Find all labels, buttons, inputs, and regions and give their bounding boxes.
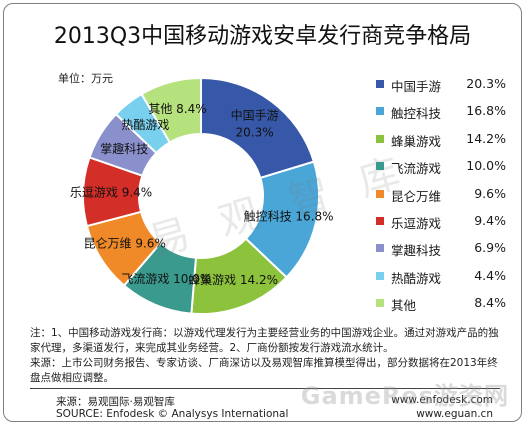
- legend-value: 20.3%: [466, 76, 506, 91]
- legend-name: 掌趣科技: [391, 243, 442, 259]
- legend-item: 乐逗游戏 9.4%: [376, 213, 516, 240]
- legend-item: 触控科技 16.8%: [376, 103, 516, 130]
- slice-label: 飞流游戏 10.0%: [121, 272, 211, 286]
- slice-label: 乐逗游戏 9.4%: [70, 186, 152, 200]
- slice-label: 热酷游戏: [121, 118, 169, 132]
- legend-value: 9.4%: [474, 212, 506, 228]
- legend-name: 中国手游: [391, 79, 442, 94]
- legend-swatch: [376, 189, 384, 198]
- url-eguan: www.eguan.cn: [416, 408, 493, 420]
- footnote-source: 来源：上市公司财务报告、专家访谈、厂商深访以及易观智库推算模型得出，部分数据将在…: [30, 357, 498, 384]
- legend-value: 16.8%: [466, 103, 506, 119]
- url-enfodesk: www.enfodesk.com: [391, 394, 493, 406]
- legend-swatch: [376, 216, 384, 225]
- legend-swatch: [376, 271, 384, 280]
- slice-label: 昆仑万维 9.6%: [84, 237, 166, 251]
- unit-label: 单位：万元: [58, 72, 113, 85]
- legend-swatch: [376, 134, 384, 143]
- legend-swatch: [376, 299, 384, 308]
- slice-label: 蜂巢游戏 14.2%: [188, 273, 278, 287]
- slice-labels-group: 中国手游 20.3% 触控科技 16.8% 蜂巢游戏 14.2%飞流游戏 10.0% 昆…: [70, 102, 334, 287]
- legend-value: 14.2%: [466, 130, 506, 146]
- legend-name: 热酷游戏: [391, 270, 442, 286]
- legend: 中国手游 20.3% 触控科技 16.8% 蜂巢游戏 14.2% 飞流游戏 10.0% 昆仑万维…: [376, 76, 516, 323]
- legend-value: 6.9%: [474, 240, 506, 256]
- donut-slice: [140, 76, 202, 144]
- legend-swatch: [376, 107, 384, 116]
- legend-item: 掌趣科技 6.9%: [376, 240, 516, 267]
- donut-chart: 中国手游 20.3% 触控科技 16.8% 蜂巢游戏 14.2%飞流游戏 10.0% 昆…: [70, 76, 334, 315]
- slice-label: 触控科技 16.8%: [244, 210, 334, 224]
- legend-name: 飞流游戏: [391, 161, 442, 177]
- source-en: SOURCE: Enfodesk © Analysys Internationa…: [56, 408, 289, 420]
- legend-value: 9.6%: [474, 185, 506, 201]
- footer-divider: [30, 388, 500, 389]
- legend-name: 乐逗游戏: [391, 215, 442, 231]
- legend-item: 热酷游戏 4.4%: [376, 268, 516, 295]
- slice-label: 其他 8.4%: [148, 102, 206, 116]
- legend-swatch: [376, 244, 384, 253]
- legend-item: 飞流游戏 10.0%: [376, 158, 516, 185]
- slices-group: [82, 76, 320, 315]
- legend-value: 8.4%: [474, 295, 506, 311]
- legend-swatch: [376, 80, 384, 88]
- slice-label: 掌趣科技: [100, 141, 148, 156]
- chart-title: 2013Q3中国移动游戏安卓发行商竞争格局: [53, 24, 472, 49]
- legend-name: 其他: [391, 298, 417, 314]
- legend-item: 蜂巢游戏 14.2%: [376, 131, 516, 158]
- legend-value: 10.0%: [466, 158, 506, 174]
- legend-name: 触控科技: [391, 106, 442, 122]
- footnote: 注：1、中国移动游戏发行商：以游戏代理发行为主要经营业务的中国游戏企业。通过对游…: [30, 326, 505, 386]
- site-watermark: GameRes游资网: [300, 382, 509, 410]
- legend-item: 其他 8.4%: [376, 295, 516, 322]
- legend-name: 蜂巢游戏: [391, 133, 442, 149]
- slice-label: 中国手游 20.3%: [231, 108, 279, 140]
- legend-swatch: [376, 162, 384, 171]
- legend-item: 中国手游 20.3%: [376, 76, 516, 103]
- legend-item: 昆仑万维 9.6%: [376, 186, 516, 213]
- footnote-definition: 注：1、中国移动游戏发行商：以游戏代理发行为主要经营业务的中国游戏企业。通过对游…: [30, 327, 499, 354]
- legend-value: 4.4%: [474, 267, 506, 283]
- source-cn: 来源：易观国际·易观智库: [56, 396, 175, 408]
- legend-name: 昆仑万维: [391, 188, 442, 204]
- chart-frame: 2013Q3中国移动游戏安卓发行商竞争格局 单位：万元 中国手游 20.3% 触控科…: [3, 3, 522, 422]
